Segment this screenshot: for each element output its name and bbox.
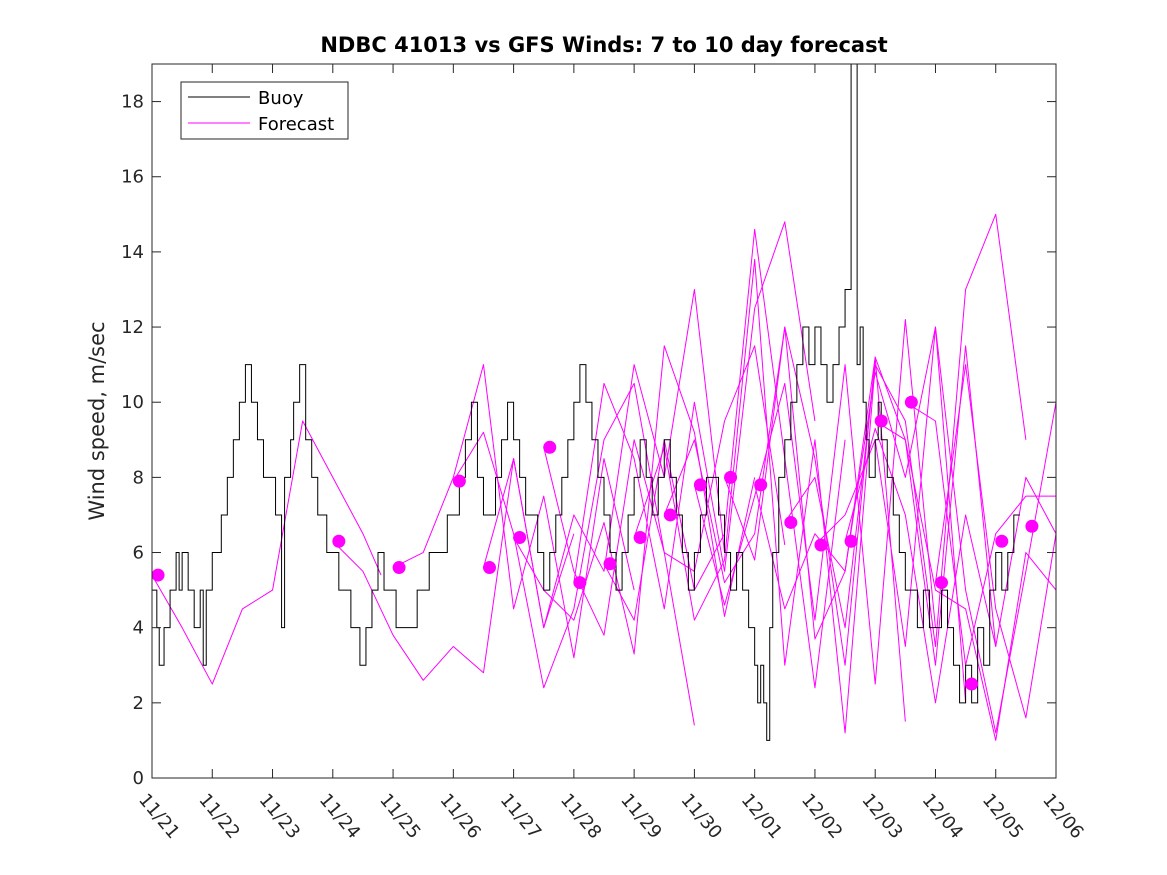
forecast-dot bbox=[844, 534, 858, 548]
forecast-dot bbox=[513, 530, 527, 544]
forecast-line bbox=[573, 221, 816, 610]
y-tick-label: 12 bbox=[121, 317, 144, 338]
forecast-line bbox=[905, 401, 1056, 666]
y-tick-label: 18 bbox=[121, 92, 144, 113]
forecast-dot bbox=[482, 561, 496, 575]
forecast-line bbox=[513, 345, 756, 655]
x-tick-label: 12/05 bbox=[978, 790, 1027, 843]
forecast-dot bbox=[904, 395, 918, 409]
forecast-dot bbox=[633, 530, 647, 544]
forecast-line bbox=[543, 345, 786, 636]
y-tick-label: 4 bbox=[133, 618, 144, 639]
forecast-line bbox=[784, 213, 1027, 647]
x-tick-label: 11/30 bbox=[677, 790, 726, 843]
chart-title: NDBC 41013 vs GFS Winds: 7 to 10 day for… bbox=[320, 33, 887, 57]
forecast-line bbox=[482, 288, 726, 629]
x-tick-label: 11/27 bbox=[496, 790, 545, 843]
x-tick-label: 12/01 bbox=[737, 790, 786, 843]
forecast-dot bbox=[392, 561, 406, 575]
x-tick-label: 11/23 bbox=[255, 790, 304, 843]
forecast-dot bbox=[452, 474, 466, 488]
legend-box bbox=[180, 81, 349, 140]
forecast-dot bbox=[152, 568, 165, 582]
y-tick-label: 2 bbox=[133, 693, 144, 714]
forecast-dots-group bbox=[152, 395, 1039, 691]
x-tick-label: 11/25 bbox=[375, 790, 424, 843]
forecast-line bbox=[392, 364, 635, 659]
legend: Buoy Forecast bbox=[180, 81, 349, 140]
forecast-dot bbox=[724, 470, 738, 484]
x-tick-label: 11/28 bbox=[556, 790, 605, 843]
x-tick-label: 11/24 bbox=[315, 790, 364, 843]
forecast-dot bbox=[573, 576, 587, 590]
y-tick-label: 14 bbox=[121, 242, 144, 263]
forecast-dot bbox=[603, 557, 617, 571]
x-axis: 11/21 11/22 11/23 11/24 11/25 11/26 11/27 11/28… bbox=[134, 64, 1088, 843]
x-tick-label: 11/29 bbox=[616, 790, 665, 843]
forecast-dot bbox=[784, 515, 798, 529]
forecast-line bbox=[874, 420, 1056, 741]
x-tick-label: 12/02 bbox=[797, 790, 846, 843]
forecast-dot bbox=[965, 677, 979, 691]
forecast-line bbox=[332, 458, 575, 681]
legend-forecast-label: Forecast bbox=[258, 114, 334, 135]
forecast-dot bbox=[874, 414, 888, 428]
forecast-dot bbox=[754, 478, 768, 492]
x-tick-label: 12/03 bbox=[857, 790, 906, 843]
forecast-dot bbox=[814, 538, 828, 552]
plot-frame bbox=[151, 63, 1057, 779]
forecast-dot bbox=[543, 440, 557, 454]
y-tick-label: 10 bbox=[121, 392, 144, 413]
forecast-dot bbox=[995, 534, 1009, 548]
forecast-line bbox=[152, 420, 382, 685]
forecast-line bbox=[934, 364, 1056, 719]
x-tick-label: 12/06 bbox=[1038, 790, 1087, 843]
x-tick-label: 11/22 bbox=[194, 790, 243, 843]
forecast-line bbox=[452, 382, 695, 726]
forecast-dot bbox=[1025, 519, 1039, 533]
legend-buoy-label: Buoy bbox=[258, 88, 304, 109]
forecast-line bbox=[844, 428, 1056, 704]
forecast-dot bbox=[693, 478, 707, 492]
forecast-dot bbox=[663, 508, 677, 522]
y-axis: 0 2 4 6 8 10 12 14 16 18 bbox=[121, 92, 1056, 789]
forecast-line bbox=[754, 345, 997, 666]
forecast-line bbox=[633, 258, 876, 734]
y-tick-label: 6 bbox=[133, 543, 144, 564]
x-tick-label: 11/21 bbox=[134, 790, 183, 843]
y-tick-label: 8 bbox=[133, 467, 144, 488]
x-tick-label: 12/04 bbox=[918, 790, 967, 843]
y-axis-label: Wind speed, m/sec bbox=[85, 321, 109, 520]
buoy-line bbox=[152, 64, 1020, 741]
plot-area bbox=[152, 64, 1056, 741]
y-tick-label: 16 bbox=[121, 167, 144, 188]
buoy-series-group bbox=[152, 64, 1020, 741]
x-tick-label: 11/26 bbox=[436, 790, 485, 843]
y-tick-label: 0 bbox=[133, 768, 144, 789]
forecast-dot bbox=[332, 534, 346, 548]
forecast-dot bbox=[934, 576, 948, 590]
forecast-line bbox=[814, 326, 1056, 734]
